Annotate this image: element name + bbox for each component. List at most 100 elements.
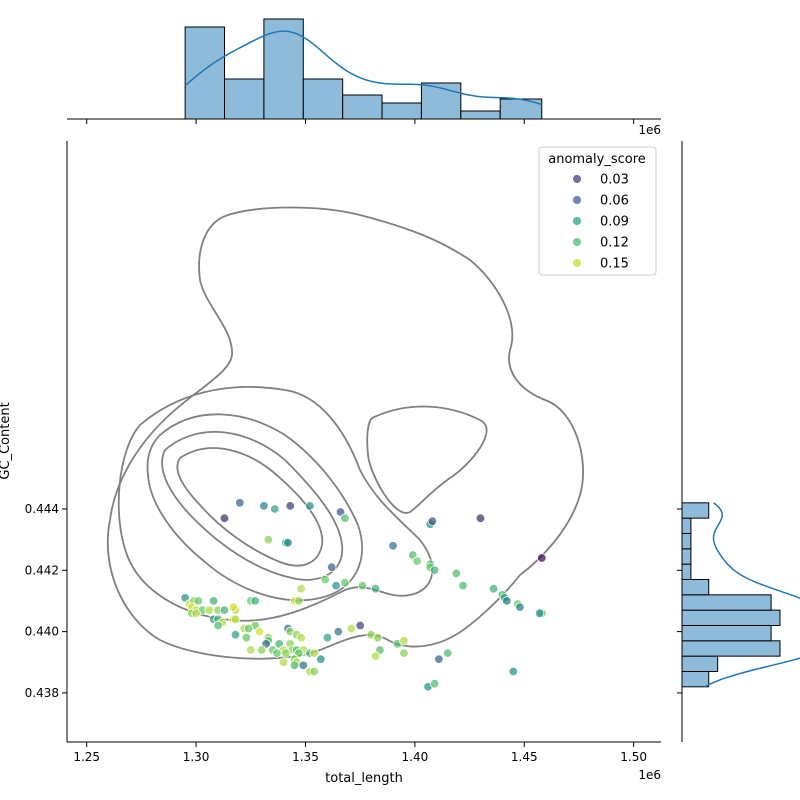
right-hist-bar: [681, 594, 772, 611]
right-hist-bar: [681, 578, 710, 596]
x-tick-label: 1.30: [183, 750, 210, 764]
scatter-point: [235, 498, 245, 508]
right-marginal-ticks: [677, 508, 682, 694]
y-axis-label: GC_Content: [0, 402, 13, 479]
legend-marker: [572, 174, 582, 184]
scatter-point: [488, 584, 499, 594]
scatter-point: [429, 679, 440, 689]
right-hist-bar: [681, 548, 692, 565]
scatter-point: [333, 626, 344, 637]
x-tick-label: 1.50: [620, 750, 647, 764]
scatter-point: [399, 648, 409, 658]
legend-marker: [572, 216, 582, 226]
scatter-point: [208, 596, 219, 606]
y-axis-ticks: 0.438 0.440 0.442 0.444: [25, 502, 67, 700]
scatter-point: [254, 626, 265, 637]
top-hist-bar: [184, 26, 226, 120]
legend-title: anomaly_score: [548, 152, 646, 167]
scatter-point: [309, 648, 319, 658]
x-axis-label: total_length: [325, 771, 403, 786]
scatter-point: [427, 516, 438, 526]
scatter-point: [388, 541, 398, 551]
scatter-point: [213, 620, 223, 631]
scatter-point: [340, 577, 350, 588]
main-plot-area: 1.25 1.30 1.35 1.40 1.45 1.50 0.438 0.440 0.442…: [0, 141, 661, 786]
top-histogram-bars: [184, 18, 543, 120]
scatter-point: [346, 623, 357, 634]
scatter-point: [370, 584, 381, 594]
right-hist-bar: [681, 655, 719, 672]
scatter-point: [475, 513, 486, 523]
scatter-points: [180, 498, 547, 692]
scatter-point: [230, 630, 241, 640]
scatter-point: [443, 648, 453, 658]
legend-entries: 0.03 0.06 0.09 0.12 0.15: [572, 173, 629, 272]
x-tick-label: 1.40: [402, 750, 429, 764]
scatter-point: [305, 501, 315, 511]
scatter-point: [331, 580, 341, 591]
y-tick-label: 0.438: [25, 686, 59, 700]
right-hist-bar: [681, 670, 710, 688]
top-marginal-panel: 1e6: [67, 18, 661, 137]
scatter-point: [534, 608, 545, 618]
legend-box: [538, 146, 657, 276]
scatter-point: [515, 602, 525, 612]
scatter-point: [263, 534, 274, 545]
y-tick-label: 0.442: [25, 563, 59, 577]
legend-marker: [572, 195, 582, 205]
scatter-point: [340, 513, 350, 523]
y-tick-label: 0.444: [25, 502, 59, 516]
scatter-point: [219, 513, 230, 523]
legend-marker: [572, 258, 582, 268]
top-marginal-ticks: [86, 119, 635, 124]
scatter-point: [502, 596, 512, 606]
scatter-point: [508, 666, 519, 677]
scatter-point: [228, 602, 239, 612]
scatter-point: [451, 568, 462, 579]
scatter-point: [257, 645, 267, 655]
right-hist-bar: [681, 532, 692, 550]
scatter-point: [204, 605, 214, 615]
right-hist-bar: [681, 609, 781, 626]
scatter-point: [327, 562, 337, 572]
right-histogram-bars: [681, 502, 781, 688]
top-hist-bar: [381, 102, 422, 120]
scatter-point: [246, 645, 256, 655]
right-hist-bar: [681, 624, 772, 642]
x-axis-ticks: 1.25 1.30 1.35 1.40 1.45 1.50: [73, 742, 647, 764]
scatter-point: [250, 596, 260, 606]
scatter-point: [537, 553, 547, 563]
scatter-point: [458, 580, 468, 591]
scatter-point: [373, 633, 383, 643]
kde-contour-level-6: [366, 405, 488, 514]
legend-label: 0.06: [600, 194, 629, 209]
top-hist-bar: [342, 94, 383, 120]
right-hist-bar: [681, 563, 692, 580]
top-offset-label: 1e6: [638, 123, 661, 137]
kde-contour-level-5: [176, 447, 324, 567]
top-hist-bar: [263, 18, 304, 120]
y-tick-label: 0.440: [25, 625, 59, 639]
kde-contour-level-2: [117, 386, 434, 622]
scatter-point: [296, 633, 306, 643]
scatter-point: [429, 565, 440, 576]
scatter-point: [355, 620, 365, 631]
scatter-point: [230, 614, 241, 625]
scatter-point: [193, 596, 204, 606]
scatter-point: [278, 657, 289, 668]
scatter-point: [357, 580, 368, 591]
x-tick-label: 1.25: [73, 750, 100, 764]
right-kde-curve: [704, 502, 800, 688]
right-marginal-panel: [677, 141, 800, 742]
kde-contour-level-3: [146, 413, 363, 602]
scatter-point: [298, 660, 309, 671]
legend-label: 0.15: [600, 257, 629, 272]
scatter-point: [399, 636, 409, 646]
legend-label: 0.12: [600, 236, 629, 251]
right-hist-bar: [681, 502, 710, 519]
scatter-point: [294, 596, 304, 606]
scatter-point: [219, 605, 230, 615]
scatter-point: [241, 633, 252, 643]
scatter-point: [283, 538, 293, 548]
